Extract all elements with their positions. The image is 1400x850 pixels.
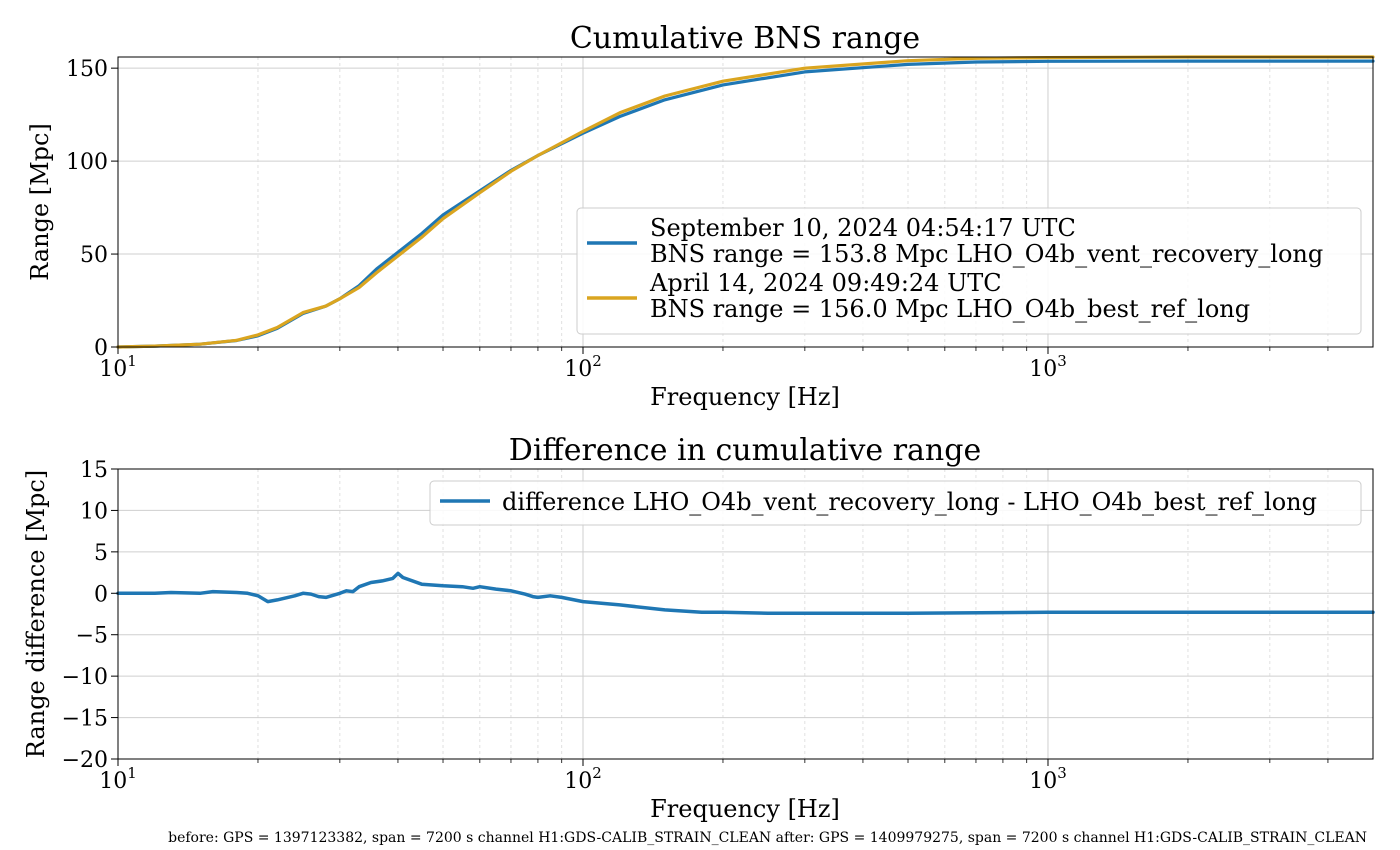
top-y-tick-label: 0 <box>94 336 108 361</box>
top-series-line-1 <box>116 55 1375 349</box>
top-x-tick-label: 102 <box>564 352 602 382</box>
top-ticks: 101 102 103 0 50 100 150 <box>66 57 1329 382</box>
bottom-chart-title: Difference in cumulative range <box>509 433 981 468</box>
bottom-y-tick-label: −20 <box>62 748 108 773</box>
bottom-x-tick-label: 103 <box>1029 764 1067 794</box>
bottom-y-tick-label: −10 <box>62 665 108 690</box>
top-y-tick-label: 50 <box>80 243 108 268</box>
top-y-tick-label: 100 <box>66 150 108 175</box>
top-x-tick-label: 103 <box>1029 352 1067 382</box>
footer-note: before: GPS = 1397123382, span = 7200 s … <box>168 830 1367 846</box>
bottom-x-tick-label: 101 <box>99 764 137 794</box>
bottom-y-tick-label: 10 <box>80 499 108 524</box>
legend-before-line1: April 14, 2024 09:49:24 UTC <box>649 269 1002 297</box>
top-x-axis-label: Frequency [Hz] <box>650 383 840 411</box>
top-y-axis-label: Range [Mpc] <box>26 123 54 281</box>
bottom-x-axis-label: Frequency [Hz] <box>650 795 840 823</box>
top-x-tick-label: 101 <box>99 352 137 382</box>
legend-before-line2: BNS range = 156.0 Mpc LHO_O4b_best_ref_l… <box>650 295 1250 323</box>
top-legend: September 10, 2024 04:54:17 UTC BNS rang… <box>576 207 1362 335</box>
top-chart-title: Cumulative BNS range <box>570 21 920 56</box>
top-legend-box <box>576 207 1362 335</box>
legend-after-line2: BNS range = 153.8 Mpc LHO_O4b_vent_recov… <box>650 240 1323 268</box>
bottom-legend: difference LHO_O4b_vent_recovery_long - … <box>429 480 1362 526</box>
difference-panel: Difference in cumulative range 101 102 103… <box>22 433 1375 823</box>
top-axes-frame <box>117 56 1374 348</box>
top-y-tick-label: 150 <box>66 57 108 82</box>
legend-after-line1: September 10, 2024 04:54:17 UTC <box>650 214 1076 242</box>
bottom-series-lines <box>116 571 1375 615</box>
top-series-lines <box>116 55 1375 349</box>
cumulative-range-panel: Cumulative BNS range 101 102 103050100150 … <box>26 21 1375 411</box>
bottom-y-axis-label: Range difference [Mpc] <box>22 470 50 758</box>
bottom-axes-frame <box>117 468 1374 760</box>
bottom-x-tick-label: 102 <box>564 764 602 794</box>
bottom-y-tick-label: 15 <box>80 458 108 483</box>
bottom-y-tick-label: −5 <box>76 624 108 649</box>
bottom-y-tick-label: 5 <box>94 541 108 566</box>
bottom-y-tick-label: 0 <box>94 582 108 607</box>
legend-difference-label: difference LHO_O4b_vent_recovery_long - … <box>502 488 1317 516</box>
bottom-series-line-0 <box>116 571 1375 615</box>
bottom-legend-box <box>429 480 1362 526</box>
bottom-y-tick-label: −15 <box>62 707 108 732</box>
bottom-ticks: 101 102 103 15 10 5 0 −5 −10 −15 −20 <box>62 458 1329 794</box>
